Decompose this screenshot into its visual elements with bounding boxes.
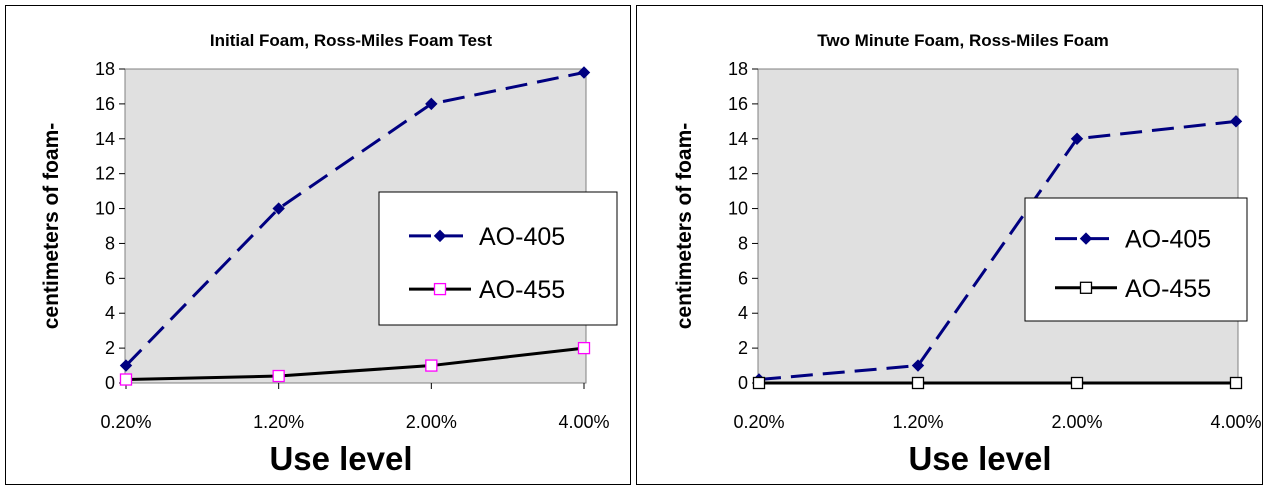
legend-label: AO-405 (1125, 226, 1211, 254)
series-ao-455 (752, 376, 1243, 390)
y-tick-label: 0 (738, 373, 748, 393)
legend-label: AO-455 (1125, 275, 1211, 303)
data-point (577, 66, 591, 79)
series-ao-455 (119, 341, 591, 386)
chart-2: Two Minute Foam, Ross-Miles Foam 0 2 4 6 8 10… (673, 31, 1262, 477)
x-tick-label: 1.20% (253, 412, 304, 432)
y-tick-label: 16 (95, 94, 115, 114)
y-tick-label: 8 (105, 233, 115, 253)
legend-marker (433, 282, 447, 296)
x-tick-label: 2.00% (1051, 412, 1102, 432)
y-tick-label: 18 (728, 59, 748, 79)
data-point (1229, 115, 1243, 128)
data-point (752, 376, 766, 390)
y-tick-label: 12 (95, 164, 115, 184)
y-tick-label: 6 (105, 268, 115, 288)
data-point (1070, 376, 1084, 390)
y-tick-label: 12 (728, 164, 748, 184)
chart-1-frame: Initial Foam, Ross-Miles Foam Test 0 2 4 6 8… (5, 5, 631, 485)
legend-marker (1079, 281, 1093, 294)
series-line (758, 119, 1237, 382)
legend-label: AO-455 (479, 276, 565, 304)
data-point (272, 369, 285, 383)
data-point (272, 202, 285, 215)
series-line (125, 346, 585, 382)
y-tick-label: 10 (95, 199, 115, 219)
chart-1: Initial Foam, Ross-Miles Foam Test 0 2 4 6 8… (40, 31, 618, 477)
y-tick-label: 14 (95, 129, 115, 149)
series-line (124, 71, 585, 367)
data-point (911, 376, 925, 390)
legend: AO-405 AO-455 (1024, 197, 1248, 322)
y-tick-label: 4 (105, 303, 115, 323)
legend-marker (433, 229, 447, 243)
y-tick-label: 10 (728, 199, 748, 219)
x-tick-label: 2.00% (406, 412, 457, 432)
x-axis-label: Use level (908, 440, 1051, 477)
data-point (119, 359, 133, 372)
chart-title: Two Minute Foam, Ross-Miles Foam (817, 31, 1109, 50)
legend: AO-405 AO-455 (378, 191, 618, 326)
x-tick-label: 4.00% (1210, 412, 1261, 432)
data-point (425, 359, 438, 372)
x-tick-label: 4.00% (558, 412, 609, 432)
y-tick-label: 16 (728, 94, 748, 114)
chart-title: Initial Foam, Ross-Miles Foam Test (210, 31, 492, 50)
y-tick-label: 4 (738, 303, 748, 323)
y-axis-label: centimeters of foam- (673, 123, 696, 330)
y-tick-label: 8 (738, 233, 748, 253)
y-axis-label: centimeters of foam- (40, 123, 63, 330)
x-axis-label: Use level (269, 440, 412, 477)
legend-marker (1079, 232, 1093, 245)
legend-box (1024, 197, 1248, 322)
series-ao-405 (119, 66, 591, 372)
x-tick-label: 0.20% (733, 412, 784, 432)
legend-label: AO-405 (479, 223, 565, 251)
data-point (577, 341, 591, 355)
legend-box (378, 191, 618, 326)
chart-2-frame: Two Minute Foam, Ross-Miles Foam 0 2 4 6 8 10… (636, 5, 1263, 485)
data-point (1070, 132, 1084, 145)
x-tick-label: 0.20% (100, 412, 151, 432)
data-point (425, 97, 438, 111)
x-tick-label: 1.20% (892, 412, 943, 432)
y-tick-label: 6 (738, 268, 748, 288)
y-tick-label: 2 (738, 338, 748, 358)
y-tick-label: 18 (95, 59, 115, 79)
data-point (1229, 376, 1243, 390)
y-tick-label: 2 (105, 338, 115, 358)
y-tick-label: 0 (105, 373, 115, 393)
y-tick-label: 14 (728, 129, 748, 149)
data-point (119, 373, 133, 386)
data-point (911, 359, 925, 372)
